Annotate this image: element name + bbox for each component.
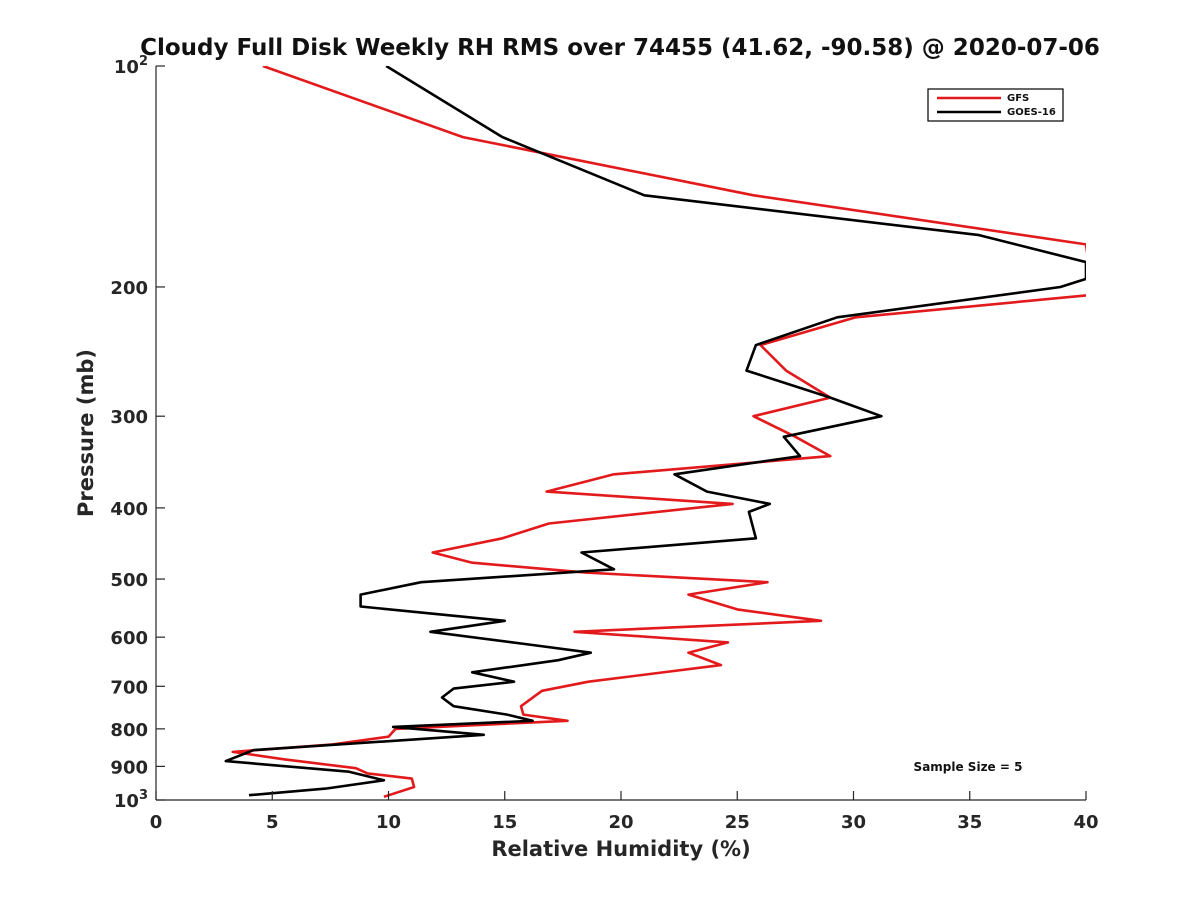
y-tick-label: 300 bbox=[110, 407, 148, 428]
plot-area: 0 5 10 15 20 25 30 35 40 102 200 300 400 500 600 700 800… bbox=[110, 54, 1098, 833]
x-tick-label: 20 bbox=[608, 812, 633, 833]
chart-title: Cloudy Full Disk Weekly RH RMS over 7445… bbox=[140, 35, 1100, 61]
y-tick-label: 400 bbox=[110, 499, 148, 520]
y-axis-label: Pressure (mb) bbox=[74, 349, 98, 517]
y-tick-label: 700 bbox=[110, 677, 148, 698]
x-tick-label: 5 bbox=[266, 812, 279, 833]
x-tick-label: 10 bbox=[376, 812, 401, 833]
y-tick-label: 500 bbox=[110, 570, 148, 591]
y-tick-label: 103 bbox=[114, 788, 148, 812]
y-tick-label: 900 bbox=[110, 757, 148, 778]
plot-background bbox=[156, 66, 1086, 800]
series-layer bbox=[224, 66, 1086, 799]
legend-label-goes16: GOES-16 bbox=[1007, 107, 1056, 118]
x-tick-label: 30 bbox=[841, 812, 866, 833]
x-tick-label: 0 bbox=[150, 812, 163, 833]
y-tick-label: 800 bbox=[110, 720, 148, 741]
series-line-goes16 bbox=[224, 66, 1086, 797]
y-tick-label: 102 bbox=[114, 54, 148, 78]
x-tick-label: 35 bbox=[957, 812, 982, 833]
x-axis-label: Relative Humidity (%) bbox=[491, 837, 750, 861]
x-tick-label: 15 bbox=[492, 812, 517, 833]
sample-size-annotation: Sample Size = 5 bbox=[914, 760, 1023, 774]
y-tick-label: 200 bbox=[110, 278, 148, 299]
legend-box bbox=[927, 88, 1064, 122]
x-tick-label: 40 bbox=[1073, 812, 1098, 833]
y-tick-label: 600 bbox=[110, 628, 148, 649]
x-tick-label: 25 bbox=[725, 812, 750, 833]
legend-label-gfs: GFS bbox=[1007, 93, 1029, 104]
legend: GFS GOES-16 bbox=[927, 88, 1064, 122]
ticks-layer: 0 5 10 15 20 25 30 35 40 102 200 300 400 500 600 700 800… bbox=[110, 54, 1098, 833]
